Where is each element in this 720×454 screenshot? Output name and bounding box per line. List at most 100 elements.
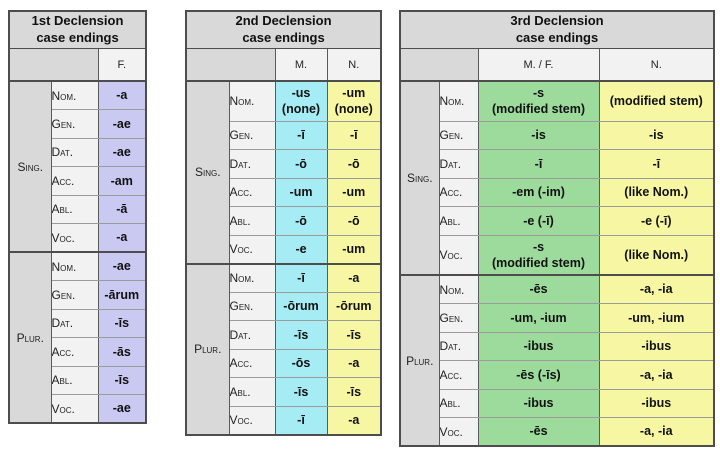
section-label-singular: Sing. <box>185 80 230 264</box>
column-header-n: N. <box>598 48 715 82</box>
case-label-cell: Abl. <box>438 206 479 236</box>
ending-cell: -um <box>274 177 328 207</box>
ending-cell: -um (none) <box>326 80 382 122</box>
table-title: 1st Declension case endings <box>8 10 147 49</box>
ending-cell: -ēs <box>477 274 600 304</box>
ending-cell: -ī <box>477 149 600 179</box>
case-label-cell: Abl. <box>228 377 276 407</box>
ending-cell: -ī <box>274 120 328 150</box>
ending-cell: -ī <box>598 149 715 179</box>
ending-cell: -a <box>97 80 147 110</box>
corner-cell <box>185 48 276 82</box>
ending-cell: (like Nom.) <box>598 234 715 276</box>
ending-cell: -ibus <box>477 331 600 361</box>
table-title: 2nd Declension case endings <box>185 10 382 49</box>
ending-cell: -ibus <box>598 331 715 361</box>
ending-cell: -um <box>326 177 382 207</box>
case-label-cell: Voc. <box>438 234 479 276</box>
ending-cell: -ōrum <box>326 291 382 321</box>
ending-cell: -ā <box>97 194 147 224</box>
ending-cell: -a <box>326 262 382 293</box>
case-label-cell: Gen. <box>438 120 479 150</box>
case-label-cell: Dat. <box>228 149 276 179</box>
case-label-cell: Voc. <box>50 394 99 424</box>
section-label-plural: Plur. <box>185 262 230 435</box>
ending-cell: -ae <box>97 251 147 281</box>
column-header-n: N. <box>326 48 382 82</box>
ending-cell: -a, -ia <box>598 360 715 390</box>
ending-cell: -īs <box>274 320 328 350</box>
section-label-singular: Sing. <box>8 80 52 253</box>
case-label-cell: Abl. <box>50 194 99 224</box>
ending-cell: -e (-ī) <box>598 206 715 236</box>
ending-cell: -īs <box>326 377 382 407</box>
ending-cell: -us (none) <box>274 80 328 122</box>
ending-cell: -ibus <box>598 388 715 418</box>
ending-cell: -s (modified stem) <box>477 80 600 122</box>
ending-cell: -ō <box>274 149 328 179</box>
case-label-cell: Acc. <box>50 166 99 196</box>
case-label-cell: Acc. <box>228 348 276 378</box>
column-header-m: M. <box>274 48 328 82</box>
case-label-cell: Voc. <box>50 223 99 253</box>
corner-cell <box>399 48 479 82</box>
section-label-singular: Sing. <box>399 80 440 276</box>
ending-cell: -ārum <box>97 280 147 310</box>
ending-cell: -ae <box>97 394 147 424</box>
ending-cell: -ōs <box>274 348 328 378</box>
ending-cell: -ae <box>97 137 147 167</box>
ending-cell: -ōrum <box>274 291 328 321</box>
case-label-cell: Nom. <box>50 80 99 110</box>
ending-cell: -ī <box>274 405 328 435</box>
first-declension-table: 1st Declension case endings F. Sing. Nom… <box>8 10 148 424</box>
case-label-cell: Dat. <box>438 149 479 179</box>
column-header-f: F. <box>97 48 147 82</box>
ending-cell: -a <box>326 348 382 378</box>
column-header-mf: M. / F. <box>477 48 600 82</box>
case-label-cell: Dat. <box>438 331 479 361</box>
ending-cell: -īs <box>274 377 328 407</box>
ending-cell: -ās <box>97 337 147 367</box>
ending-cell: -is <box>598 120 715 150</box>
case-label-cell: Abl. <box>50 365 99 395</box>
ending-cell: -ī <box>326 120 382 150</box>
case-label-cell: Voc. <box>438 417 479 447</box>
ending-cell: -am <box>97 166 147 196</box>
case-label-cell: Voc. <box>228 405 276 435</box>
case-label-cell: Gen. <box>50 109 99 139</box>
ending-cell: -is <box>477 120 600 150</box>
ending-cell: -ō <box>274 206 328 236</box>
case-label-cell: Nom. <box>228 262 276 293</box>
case-label-cell: Dat. <box>50 137 99 167</box>
ending-cell: (like Nom.) <box>598 177 715 207</box>
case-label-cell: Voc. <box>228 234 276 264</box>
ending-cell: -um <box>326 234 382 264</box>
case-label-cell: Gen. <box>228 120 276 150</box>
ending-cell: -a, -ia <box>598 274 715 304</box>
case-label-cell: Acc. <box>50 337 99 367</box>
ending-cell: -ae <box>97 109 147 139</box>
case-label-cell: Gen. <box>228 291 276 321</box>
case-label-cell: Acc. <box>438 177 479 207</box>
ending-cell: (modified stem) <box>598 80 715 122</box>
ending-cell: -īs <box>326 320 382 350</box>
ending-cell: -īs <box>97 308 147 338</box>
ending-cell: -ō <box>326 149 382 179</box>
table-title: 3rd Declension case endings <box>399 10 715 49</box>
second-declension-table: 2nd Declension case endings M. N. Sing. … <box>185 10 383 436</box>
ending-cell: -um, -ium <box>598 303 715 333</box>
corner-cell <box>8 48 99 82</box>
section-label-plural: Plur. <box>8 251 52 424</box>
case-label-cell: Gen. <box>438 303 479 333</box>
case-label-cell: Abl. <box>228 206 276 236</box>
case-label-cell: Abl. <box>438 388 479 418</box>
ending-cell: -a, -ia <box>598 417 715 447</box>
third-declension-table: 3rd Declension case endings M. / F. N. S… <box>399 10 716 447</box>
ending-cell: -ēs <box>477 417 600 447</box>
case-label-cell: Nom. <box>228 80 276 122</box>
section-label-plural: Plur. <box>399 274 440 447</box>
case-label-cell: Nom. <box>438 274 479 304</box>
case-label-cell: Dat. <box>228 320 276 350</box>
ending-cell: -a <box>326 405 382 435</box>
